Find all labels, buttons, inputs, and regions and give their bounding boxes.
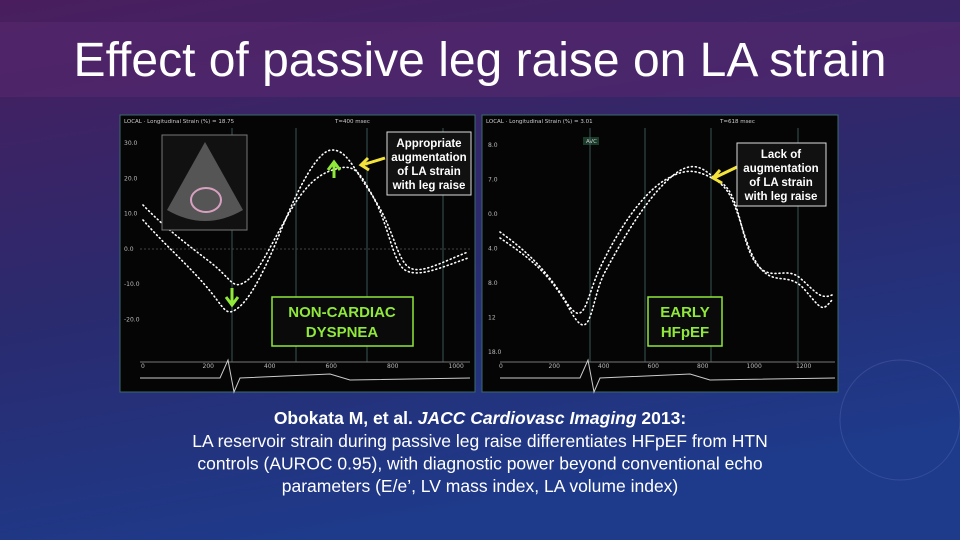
- decor: [839, 359, 960, 481]
- y-label: 0.0: [488, 211, 498, 218]
- left-panel: LOCAL · Longitudinal Strain (%) = 18.75 …: [119, 114, 476, 394]
- callout-line: of LA strain: [749, 177, 812, 189]
- callout-line: of LA strain: [397, 166, 460, 178]
- x-label: 0: [141, 363, 145, 370]
- slide-title: Effect of passive leg raise on LA strain: [74, 34, 887, 87]
- left-labels: 30.0 20.0 10.0 0.0 -10.0 -20.0 0 200 400 600 800 10…: [124, 138, 467, 370]
- y-label: 10.0: [124, 211, 138, 218]
- title-band: [0, 22, 960, 97]
- callout-line: augmentation: [743, 163, 818, 175]
- citation-author: Obokata M, et al.: [274, 408, 418, 428]
- x-label: 400: [598, 363, 610, 370]
- callout-line: Appropriate: [396, 138, 461, 150]
- y-label: 0.0: [124, 246, 134, 253]
- x-label: 600: [648, 363, 660, 370]
- x-label: 1000: [747, 363, 762, 370]
- x-label: 1200: [796, 363, 811, 370]
- caption-line: parameters (E/e’, LV mass index, LA volu…: [282, 476, 679, 496]
- panel-time: T=400 msec: [334, 119, 370, 125]
- x-label: 800: [387, 363, 399, 370]
- marker: AVC: [586, 139, 597, 145]
- y-label: 4.0: [488, 246, 498, 253]
- group-label: EARLY: [660, 304, 709, 321]
- y-label: 20.0: [124, 175, 138, 182]
- citation-year: 2013:: [637, 408, 687, 428]
- y-label: 8.0: [488, 280, 498, 287]
- panel-header: LOCAL · Longitudinal Strain (%) = 18.75: [124, 119, 235, 125]
- x-label: 400: [264, 363, 276, 370]
- caption: LA reservoir strain during passive leg r…: [192, 431, 767, 496]
- x-label: 1000: [449, 363, 464, 370]
- right-panel: LOCAL · Longitudinal Strain (%) = 3.01 T…: [481, 114, 839, 394]
- group-label: DYSPNEA: [306, 324, 379, 341]
- caption-line: controls (AUROC 0.95), with diagnostic p…: [197, 454, 762, 474]
- y-label: 18.0: [488, 349, 502, 356]
- callout-line: augmentation: [391, 152, 466, 164]
- callout-line: with leg raise: [744, 191, 818, 203]
- citation: Obokata M, et al. JACC Cardiovasc Imagin…: [274, 408, 686, 428]
- caption-line: LA reservoir strain during passive leg r…: [192, 431, 767, 451]
- y-label: 30.0: [124, 140, 138, 147]
- panel-time: T=618 msec: [719, 119, 755, 125]
- y-label: -10.0: [124, 281, 140, 288]
- x-label: 0: [499, 363, 503, 370]
- panel-header: LOCAL · Longitudinal Strain (%) = 3.01: [486, 119, 593, 125]
- x-label: 200: [549, 363, 561, 370]
- right-labels: 8.0 7.0 0.0 4.0 8.0 12 18.0 0 200 400 600 800 1000 12…: [488, 142, 819, 370]
- group-label: NON-CARDIAC: [288, 304, 396, 321]
- group-label: HFpEF: [661, 324, 709, 341]
- y-label: 12: [488, 315, 496, 322]
- citation-journal: JACC Cardiovasc Imaging: [418, 408, 637, 428]
- y-label: -20.0: [124, 317, 140, 324]
- callout-line: Lack of: [761, 149, 801, 161]
- x-label: 200: [203, 363, 215, 370]
- x-label: 800: [697, 363, 709, 370]
- y-label: 7.0: [488, 177, 498, 184]
- y-label: 8.0: [488, 142, 498, 149]
- x-label: 600: [326, 363, 338, 370]
- callout-line: with leg raise: [392, 180, 466, 192]
